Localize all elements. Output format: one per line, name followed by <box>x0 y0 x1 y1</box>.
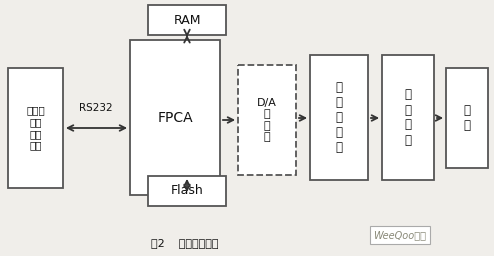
Bar <box>148 5 226 35</box>
Text: D/A
转
换
器: D/A 转 换 器 <box>257 98 277 142</box>
Bar <box>238 65 296 175</box>
Text: 输
出: 输 出 <box>463 104 470 132</box>
Text: Flash: Flash <box>170 185 204 197</box>
Bar <box>8 68 63 188</box>
Bar <box>148 176 226 206</box>
Bar <box>310 55 368 180</box>
Bar <box>130 40 220 195</box>
Text: RS232: RS232 <box>79 103 113 113</box>
Bar <box>446 68 488 168</box>
Text: RAM: RAM <box>173 14 201 27</box>
Bar <box>382 55 434 180</box>
Text: FPCA: FPCA <box>157 111 193 124</box>
Text: 低
通
滤
波
器: 低 通 滤 波 器 <box>335 81 342 154</box>
Text: 上位机
软件
控制
界面: 上位机 软件 控制 界面 <box>26 105 45 151</box>
Text: 功
率
放
大: 功 率 放 大 <box>405 89 412 146</box>
Text: 图2    系统总体框图: 图2 系统总体框图 <box>151 238 219 248</box>
Text: WeeQoo维库: WeeQoo维库 <box>373 230 426 240</box>
